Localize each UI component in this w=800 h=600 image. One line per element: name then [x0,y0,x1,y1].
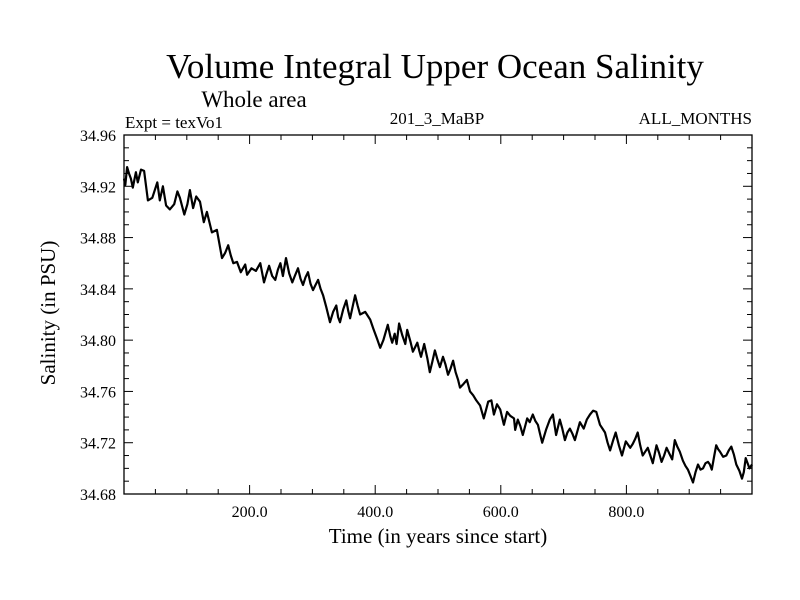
chart-subtitle: Whole area [201,87,306,112]
tick-labels: 200.0 400.0 600.0 800.0 34.68 34.72 34.76 34.80… [80,128,644,521]
chart-title: Volume Integral Upper Ocean Salinity [166,47,704,86]
x-tick-label: 600.0 [483,504,519,521]
y-tick-label: 34.76 [80,384,116,401]
y-tick-label: 34.84 [80,282,116,299]
x-tick-label: 400.0 [357,504,393,521]
x-axis-title: Time (in years since start) [329,524,548,548]
y-tick-label: 34.88 [80,231,116,248]
x-tick-label: 800.0 [608,504,644,521]
x-tick-label: 200.0 [232,504,268,521]
months-label: ALL_MONTHS [639,109,752,128]
y-tick-label: 34.96 [80,128,116,145]
y-tick-label: 34.80 [80,333,116,350]
run-id-label: 201_3_MaBP [390,109,484,128]
y-tick-label: 34.72 [80,436,116,453]
experiment-label: Expt = texVo1 [125,113,223,132]
plot-frame [123,134,753,495]
y-axis-title: Salinity (in PSU) [36,241,60,386]
axis-ticks [124,135,752,494]
y-tick-label: 34.68 [80,487,116,504]
series-line-salinity [122,166,753,484]
y-tick-label: 34.92 [80,179,116,196]
